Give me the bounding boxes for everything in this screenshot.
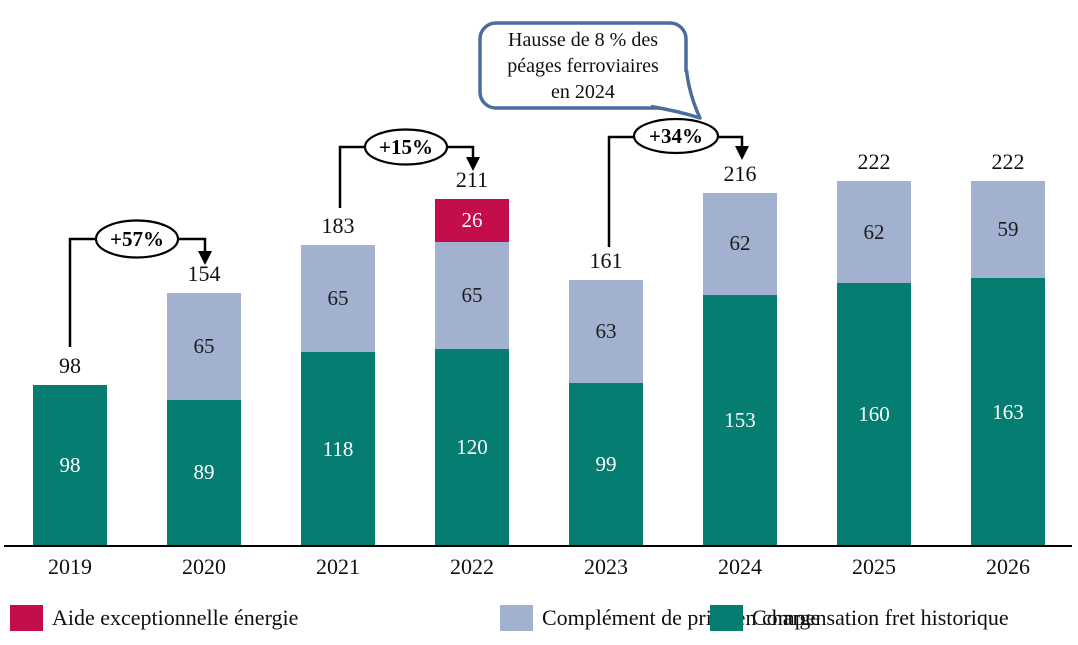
legend-label: Compensation fret historique [752, 605, 1009, 630]
segment-value: 99 [595, 452, 617, 477]
segment-value: 120 [456, 434, 488, 459]
total-label: 211 [455, 167, 489, 193]
total-label: 98 [59, 352, 81, 378]
callout-line: en 2024 [551, 80, 615, 103]
total-label: 222 [857, 149, 891, 175]
total-label: 154 [187, 260, 221, 286]
bar-2025: 160 62 [837, 0, 911, 546]
legend-item-compensation: Compensation fret historique [710, 605, 1009, 631]
bar-segment: 62 [837, 181, 911, 284]
bar-2020: 89 65 [167, 0, 241, 546]
legend-label: Complément de prise en charge [542, 605, 821, 630]
legend-swatch-teal [710, 605, 743, 631]
segment-value: 163 [992, 399, 1024, 424]
callout-line: péages ferroviaires [507, 54, 659, 77]
bar-2023: 99 63 [569, 0, 643, 546]
bar-segment: 59 [971, 181, 1045, 279]
x-tick-label: 2025 [852, 554, 896, 579]
bar-2021: 118 65 [301, 0, 375, 546]
bar-segment: 98 [33, 384, 107, 546]
callout-text: Hausse de 8 % des péages ferroviaires en… [480, 24, 686, 107]
total-label: 183 [321, 213, 355, 239]
legend-item-complement: Complément de prise en charge [500, 605, 820, 631]
callout-line: Hausse de 8 % des [508, 28, 658, 51]
segment-value: 62 [863, 219, 885, 244]
bar-segment: 120 [435, 348, 509, 546]
bar-segment: 99 [569, 383, 643, 546]
segment-value: 65 [461, 282, 483, 307]
x-tick-label: 2021 [316, 554, 360, 579]
x-axis-line [4, 545, 1072, 547]
bar-2019: 98 [33, 0, 107, 546]
legend-swatch-red [10, 605, 43, 631]
bar-segment: 89 [167, 399, 241, 546]
bar-segment: 65 [301, 245, 375, 353]
bar-2024: 153 62 [703, 0, 777, 546]
x-tick-label: 2024 [718, 554, 762, 579]
bar-segment: 26 [435, 199, 509, 242]
bar-segment: 163 [971, 278, 1045, 546]
legend: Aide exceptionnelle énergie Complément d… [0, 605, 1078, 641]
segment-value: 65 [327, 286, 349, 311]
segment-value: 59 [997, 217, 1019, 242]
bar-segment: 62 [703, 192, 777, 295]
segment-value: 118 [322, 436, 354, 461]
legend-item-aide: Aide exceptionnelle énergie [10, 605, 298, 631]
bar-segment: 65 [167, 292, 241, 400]
bar-segment: 63 [569, 279, 643, 384]
x-tick-label: 2020 [182, 554, 226, 579]
legend-label: Aide exceptionnelle énergie [52, 605, 299, 630]
segment-value: 89 [193, 460, 215, 485]
bar-segment: 160 [837, 283, 911, 546]
bar-2026: 163 59 [971, 0, 1045, 546]
segment-value: 160 [858, 402, 890, 426]
x-tick-label: 2022 [450, 554, 494, 579]
segment-value: 153 [724, 407, 756, 432]
bar-segment: 65 [435, 241, 509, 349]
segment-value: 62 [729, 231, 751, 256]
segment-value: 26 [461, 208, 483, 233]
bar-segment: 118 [301, 352, 375, 546]
x-tick-label: 2023 [584, 554, 628, 579]
total-label: 161 [589, 247, 623, 273]
segment-value: 65 [193, 333, 215, 358]
legend-swatch-blue [500, 605, 533, 631]
bar-segment: 153 [703, 294, 777, 546]
bar-2022: 120 65 26 [435, 0, 509, 546]
x-tick-label: 2026 [986, 554, 1030, 579]
segment-value: 63 [595, 319, 617, 344]
total-label: 216 [723, 160, 757, 186]
segment-value: 98 [59, 452, 81, 477]
x-tick-label: 2019 [48, 554, 92, 579]
total-label: 222 [991, 149, 1025, 175]
